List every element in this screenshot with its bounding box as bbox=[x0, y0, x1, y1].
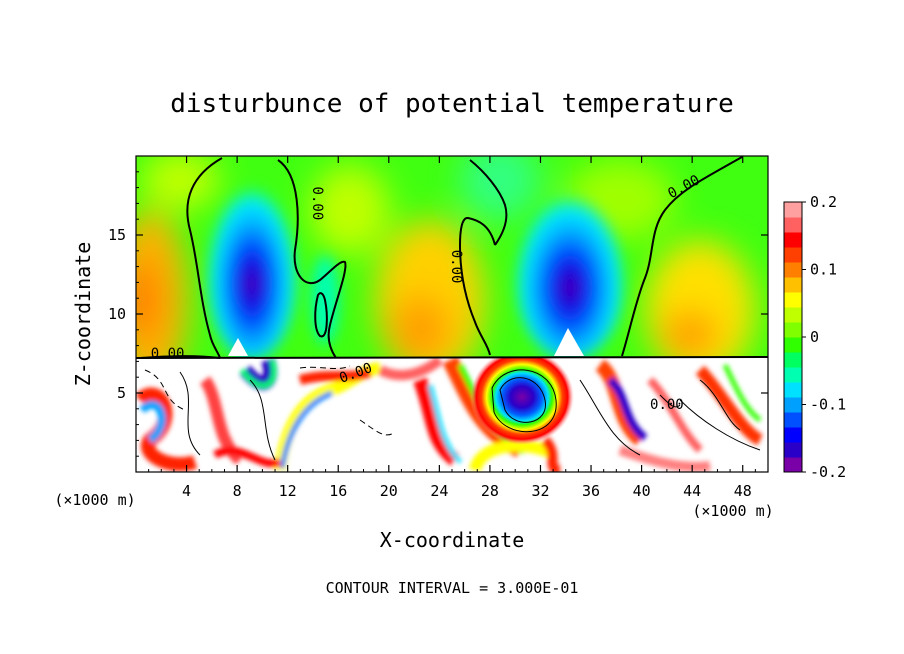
x-unit-left: (×1000 m) bbox=[54, 491, 135, 509]
x-unit-right: (×1000 m) bbox=[692, 502, 773, 520]
x-tick-label: 32 bbox=[531, 482, 549, 500]
colorbar-swatch bbox=[784, 322, 802, 338]
plot-area bbox=[136, 156, 768, 472]
colorbar-swatch bbox=[784, 427, 802, 443]
contour-label: 0.00 bbox=[650, 397, 684, 413]
y-axis-label: Z-coordinate bbox=[71, 242, 95, 387]
colorbar-tick-label: 0.2 bbox=[810, 193, 837, 211]
colorbar-swatch bbox=[784, 367, 802, 383]
x-tick-label: 44 bbox=[683, 482, 701, 500]
x-tick-label: 40 bbox=[633, 482, 651, 500]
colorbar-swatch bbox=[784, 262, 802, 278]
x-tick-label: 20 bbox=[380, 482, 398, 500]
colorbar-swatch bbox=[784, 442, 802, 458]
y-tick-label: 10 bbox=[108, 305, 126, 323]
contour-label: 0.00 bbox=[309, 187, 325, 221]
colorbar-tick-label: -0.1 bbox=[810, 396, 846, 414]
colorbar-swatch bbox=[784, 382, 802, 398]
contour-label: 0.00 bbox=[448, 250, 464, 284]
x-axis: 4 8 12 16 20 24 28 32 36 40 44 48 bbox=[148, 156, 756, 500]
x-tick-label: 28 bbox=[481, 482, 499, 500]
colorbar-swatch bbox=[784, 202, 802, 218]
colorbar-swatch bbox=[784, 352, 802, 368]
colorbar: 0.2 0.1 0 -0.1 -0.2 bbox=[783, 193, 846, 481]
colorbar-tick-label: 0 bbox=[810, 328, 819, 346]
y-tick-label: 15 bbox=[108, 226, 126, 244]
colorbar-swatch bbox=[784, 337, 802, 353]
x-tick-label: 12 bbox=[279, 482, 297, 500]
y-axis: 5 10 15 bbox=[108, 171, 768, 457]
x-tick-label: 24 bbox=[430, 482, 448, 500]
colorbar-swatch bbox=[784, 247, 802, 263]
x-axis-label: X-coordinate bbox=[380, 528, 525, 552]
colorbar-swatch bbox=[784, 307, 802, 323]
zero-contours bbox=[139, 156, 743, 359]
colorbar-swatch bbox=[784, 232, 802, 248]
x-tick-label: 36 bbox=[582, 482, 600, 500]
layer-boundary bbox=[136, 356, 768, 359]
x-tick-label: 8 bbox=[233, 482, 242, 500]
x-tick-label: 4 bbox=[182, 482, 191, 500]
y-tick-label: 5 bbox=[117, 384, 126, 402]
colorbar-swatch bbox=[784, 457, 802, 473]
colorbar-swatch bbox=[784, 397, 802, 413]
chart-title: disturbunce of potential temperature bbox=[170, 89, 734, 119]
x-tick-label: 16 bbox=[329, 482, 347, 500]
colorbar-tick-label: 0.1 bbox=[810, 261, 837, 279]
contour-interval-note: CONTOUR INTERVAL = 3.000E-01 bbox=[326, 579, 579, 597]
colorbar-swatch bbox=[784, 412, 802, 428]
colorbar-swatch bbox=[784, 277, 802, 293]
colorbar-swatch bbox=[784, 217, 802, 233]
contour-label: 0.00 bbox=[151, 346, 185, 362]
colorbar-tick-label: -0.2 bbox=[810, 463, 846, 481]
colorbar-swatch bbox=[784, 292, 802, 308]
x-tick-label: 48 bbox=[734, 482, 752, 500]
